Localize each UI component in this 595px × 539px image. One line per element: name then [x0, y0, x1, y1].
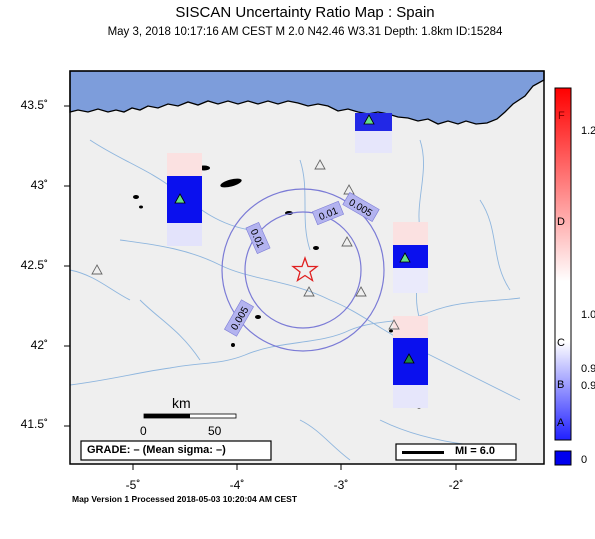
grade-letter: C: [557, 337, 565, 349]
map-title: SISCAN Uncertainty Ratio Map : Spain: [175, 4, 435, 21]
land-area: [70, 71, 544, 464]
colorbar-base: [554, 450, 572, 466]
grade-box: [80, 440, 272, 461]
map-frame: [69, 70, 545, 465]
station-icon: [174, 193, 186, 204]
colorbar-value: 0.9: [581, 363, 595, 375]
grade-letter: A: [557, 417, 565, 429]
event-info: May 3, 2018 10:17:16 AM CEST M 2.0 N42.4…: [107, 26, 503, 38]
scale-bar: [143, 413, 237, 419]
station-icon: [363, 114, 375, 125]
scale-unit: km: [172, 395, 191, 411]
processed-note: Map Version 1 Processed 2018-05-03 10:20…: [72, 494, 298, 504]
station-icon: [303, 286, 315, 297]
lon-label: -5˚: [125, 478, 141, 492]
lat-label: 43.5˚: [20, 98, 48, 112]
mi-legend-line: [402, 451, 444, 454]
ratio-contours: [221, 188, 385, 352]
colorbar-value: 0.9: [581, 380, 595, 392]
scale-tick-50: 50: [208, 424, 222, 438]
station-icon: [403, 353, 415, 364]
lat-label: 42.5˚: [20, 258, 48, 272]
frame-ticks: [64, 105, 457, 470]
contour-outer: [221, 188, 385, 352]
grade-letter: F: [558, 110, 565, 122]
station-icon: [341, 236, 353, 247]
mi-legend-label: MI = 6.0: [455, 445, 496, 457]
stations: [91, 114, 415, 364]
contour-inner: [244, 211, 362, 329]
mi-legend-box: [395, 443, 517, 461]
lat-label: 41.5˚: [20, 417, 48, 431]
station-icon: [355, 286, 367, 297]
colorbar-value: 1.0: [581, 309, 595, 321]
station-icon: [399, 252, 411, 263]
epicenter-star-icon: [291, 256, 319, 283]
station-icon: [314, 159, 326, 170]
lon-label: -4˚: [229, 478, 245, 492]
station-icon: [91, 264, 103, 275]
lon-label: -2˚: [448, 478, 464, 492]
lon-label: -3˚: [333, 478, 349, 492]
sea-area: [69, 70, 545, 125]
lat-label: 43˚: [30, 178, 48, 192]
colorbar-value: 0: [581, 454, 588, 466]
scale-tick-0: 0: [140, 424, 147, 438]
uncertainty-cells: [167, 113, 428, 408]
lat-label: 42˚: [30, 338, 48, 352]
grade-letter: D: [557, 216, 565, 228]
station-icon: [388, 319, 400, 330]
colorbar-value: 1.2: [581, 125, 595, 137]
grade-text: GRADE: – (Mean sigma: –): [87, 444, 226, 456]
grade-letter: B: [557, 379, 565, 391]
colorbar: [554, 87, 572, 441]
